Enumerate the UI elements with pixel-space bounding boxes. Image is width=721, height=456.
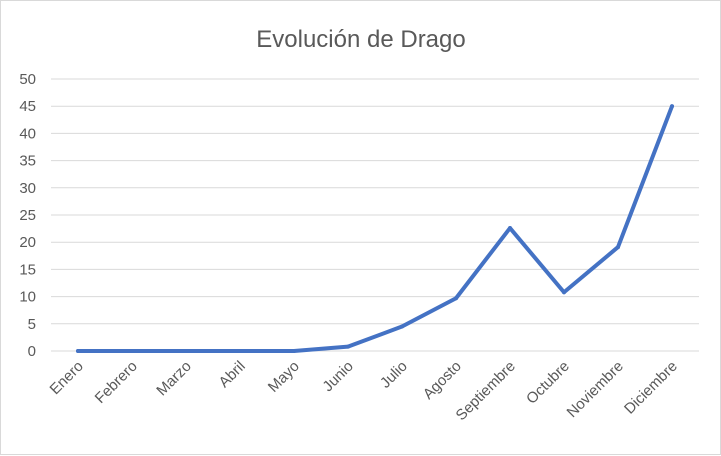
x-tick-label: Agosto [420,358,465,403]
x-tick-label: Diciembre [621,358,681,418]
data-point-mayo [292,349,296,353]
y-tick-label: 30 [19,180,36,197]
x-tick-label: Marzo [153,358,194,399]
y-tick-label: 10 [19,289,36,306]
chart-title: Evolución de Drago [256,26,465,53]
data-point-junio [346,344,350,349]
y-tick-label: 20 [19,234,36,251]
data-point-octubre [562,290,566,295]
y-tick-label: 35 [19,153,36,170]
series-group [76,104,674,353]
data-point-marzo [184,349,188,353]
data-point-abril [238,349,242,353]
x-tick-label: Febrero [92,358,141,407]
data-point-septiembre [508,226,512,231]
y-tick-label: 50 [19,71,36,88]
x-tick-label: Noviembre [564,358,627,421]
data-point-febrero [130,349,134,353]
y-tick-label: 0 [28,343,36,360]
x-tick-label: Mayo [265,358,303,396]
y-tick-label: 40 [19,125,36,142]
y-tick-label: 5 [28,316,36,333]
y-axis-tick-labels: 0 5 10 15 20 25 30 35 40 45 50 [19,71,36,360]
data-point-diciembre [670,104,674,109]
x-tick-label: Octubre [523,358,573,408]
x-tick-label: Julio [377,358,411,392]
y-tick-label: 15 [19,261,36,278]
data-point-julio [400,324,404,329]
data-point-agosto [454,296,458,301]
data-point-enero [76,349,80,353]
x-axis-tick-labels: Enero Febrero Marzo Abril Mayo Junio Julio Agos… [47,358,681,424]
data-point-noviembre [616,245,620,250]
x-tick-label: Abril [216,358,249,391]
gridlines [51,78,699,352]
y-tick-label: 25 [19,207,36,224]
x-tick-label: Enero [47,358,87,398]
x-tick-label: Junio [319,358,356,395]
series-line [76,104,674,353]
y-tick-label: 45 [19,98,36,115]
